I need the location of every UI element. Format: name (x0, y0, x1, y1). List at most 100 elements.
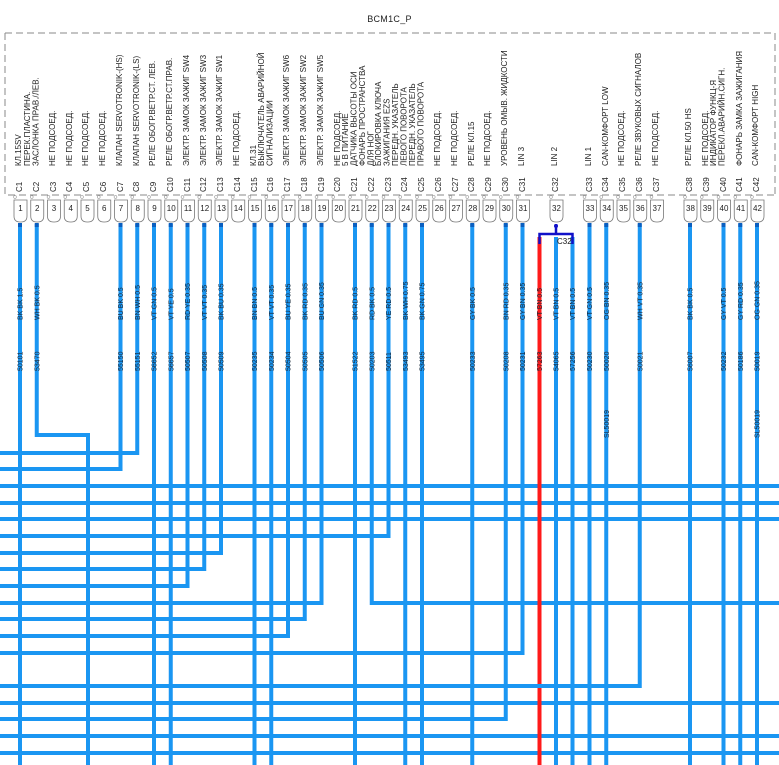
wire (0, 224, 324, 605)
cavity-label: C9 (149, 181, 158, 192)
pin-description-line: СИГНАЛИЗАЦИИ (265, 100, 275, 166)
wire-id: 50504 (286, 351, 293, 371)
pin-description: НЕ ПОДСОЕД. (483, 36, 493, 166)
pin-description: ФОНАРЬ ЗАМКА ЗАЖИГАНИЯ (735, 36, 745, 166)
pin-terminal (264, 199, 279, 223)
pin-number: 16 (267, 204, 276, 213)
pin-description-line: НЕ ПОДСОЕД. (483, 110, 493, 166)
cavity-label: C30 (500, 177, 510, 192)
wire (0, 224, 140, 455)
pin-description-line: РЕЛЕ ОБОГР.ВЕТР.СТ. ЛЕВ. (148, 60, 158, 166)
wire-id: 56657 (168, 351, 175, 371)
pin-notch-icon (448, 195, 453, 199)
pin-number: 2 (35, 204, 40, 213)
cavity-label: C5 (82, 181, 91, 192)
pin-terminal (47, 199, 61, 223)
cavity-label: C21 (350, 177, 359, 192)
cavity-label: C18 (299, 177, 309, 192)
pin-number: 17 (284, 204, 293, 213)
wire-spec: RD YE 0.35 (185, 283, 192, 320)
pin-description-line: ЭЛЕКТР. ЗАМОК ЗАЖИГ SW1 (215, 54, 225, 166)
pin-notch-icon (197, 195, 201, 199)
pin-description: ЭЛЕКТР. ЗАМОК ЗАЖИГ SW3 (198, 36, 209, 166)
pin-terminal (147, 199, 162, 223)
wire (0, 224, 307, 621)
pin-description: НЕ ПОДСОЕД. (617, 36, 627, 166)
pin-notch-icon (147, 195, 151, 199)
pin-number: 28 (468, 204, 477, 213)
wire-id: 50232 (721, 351, 728, 371)
terminal-dot-icon (637, 223, 642, 227)
pin-description: ПЕРЕК.ПЛАСТИНА. ЗАСЛОНКА ПРАВ./ЛЕВ. (23, 36, 41, 166)
cavity-label: C7 (115, 181, 125, 192)
pin-description: КЛАПАН SERVOTRONIK-(HS) (115, 36, 125, 166)
wire-id: 50020 (604, 351, 611, 371)
connector-title: BCM1C_P (367, 14, 412, 24)
pin-description: ЭЛЕКТР. ЗАМОК ЗАЖИГ SW5 (316, 36, 326, 166)
pin-number: 3 (52, 204, 57, 213)
cavity-label: C17 (283, 177, 292, 192)
pin-number: 40 (720, 204, 729, 213)
pin-description-line: ЭЛЕКТР. ЗАМОК ЗАЖИГ SW3 (198, 54, 208, 166)
terminal-dot-icon (18, 223, 22, 227)
terminal-dot-icon (386, 223, 391, 227)
pin-description: ЭЛЕКТР. ЗАМОК ЗАЖИГ SW6 (282, 36, 292, 166)
cavity-label: C26 (433, 177, 443, 192)
pin-description-line: НЕ ПОДСОЕД. (81, 110, 91, 166)
pin-terminal (382, 199, 396, 223)
wire-spec: OG GN 0.35 (755, 281, 762, 320)
pin-description-line: ЭЛЕКТР. ЗАМОК ЗАЖИГ SW2 (299, 54, 309, 166)
wire-spec: BU GN 0.35 (319, 282, 326, 320)
wire-spec: VT BN 0.5 (537, 288, 544, 320)
wire-spec: GY VT 0.5 (721, 287, 728, 320)
pin-description: РЕЛЕ ОБОГР.ВЕТР.СТ.ПРАВ. (165, 36, 175, 166)
pin-description: НЕ ПОДСОЕД. (48, 36, 58, 166)
pin-terminal (97, 199, 112, 223)
wire-spec: VT YE 0.5 (168, 288, 175, 320)
pin-terminal (633, 199, 648, 223)
pin-number: 9 (152, 204, 157, 213)
cavity-label: C42 (752, 177, 761, 192)
pin-notch-icon (381, 195, 386, 199)
pin-number: 30 (502, 204, 511, 213)
wire-spec: BK WH 0.75 (403, 281, 410, 320)
pin-description: LIN 1 (584, 36, 594, 166)
cavity-label: C4 (65, 181, 75, 192)
terminal-dot-icon (286, 223, 290, 227)
cavity-label: C38 (685, 177, 694, 192)
wire-spec: BK BK 1.5 (18, 288, 25, 320)
wire (369, 224, 779, 605)
pin-terminal (80, 199, 95, 223)
wire-spec: GY BK 0.5 (470, 287, 477, 320)
terminal-dot-icon (688, 223, 692, 227)
pin-notch-icon (113, 195, 118, 199)
wire (0, 224, 123, 471)
pin-description: РЕЛЕ КЛ.50 HS (684, 36, 694, 166)
pin-number: 24 (401, 204, 410, 213)
pin-notch-icon (214, 195, 218, 199)
pin-description: НЕ ПОДСОЕД. (450, 36, 460, 166)
pin-description: ЭЛЕКТР. ЗАМОК ЗАЖИГ SW1 (215, 36, 225, 166)
terminal-dot-icon (604, 223, 609, 227)
pin-terminal (750, 199, 765, 223)
cavity-label: C8 (132, 181, 142, 192)
pin-number: 7 (119, 204, 124, 213)
cavity-label: C36 (634, 177, 644, 192)
pin-description-line: РЕЛЕ КЛ.50 HS (684, 108, 694, 166)
pin-notch-icon (348, 195, 352, 199)
pin-terminal (214, 199, 229, 223)
wire-id: 50019 (755, 351, 762, 371)
pin-terminal (114, 199, 128, 223)
pin-description: НЕ ПОДСОЕД. (433, 36, 443, 166)
cavity-label: C1 (15, 181, 24, 192)
wire-spec: RD BK 0.5 (369, 287, 376, 320)
terminal-dot-icon (353, 223, 357, 227)
branch-node-icon (554, 224, 558, 228)
pin-description-line: РЕЛЕ ОБОГР.ВЕТР.СТ.ПРАВ. (165, 57, 175, 166)
pin-number: 33 (586, 204, 595, 213)
pin-description: ПЕРЕДН. УКАЗАТЕЛЬ ПРАВОГО ПОВОРОТА (408, 36, 426, 166)
pin-notch-icon (482, 195, 486, 199)
wire-id: 50234 (269, 351, 276, 371)
pin-description-line: LIN 3 (516, 146, 526, 166)
wire-id: 50508 (202, 351, 209, 371)
